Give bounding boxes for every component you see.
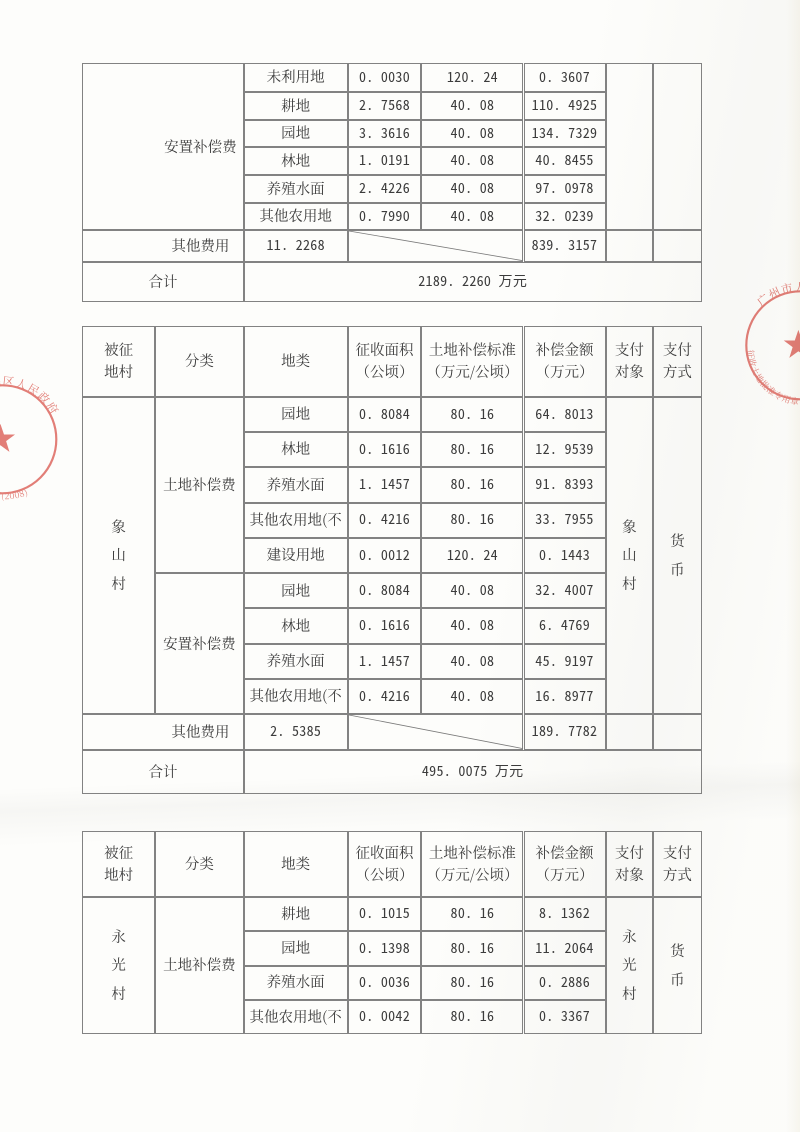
svg-text:广州市番禺区人民政府: 广州市番禺区人民政府 (0, 373, 63, 418)
svg-text:征收土地批准专用章(2008): 征收土地批准专用章(2008) (744, 349, 800, 408)
svg-text:广州市人民政府: 广州市人民政府 (753, 279, 800, 310)
svg-text:征收集体土地专用章(2008): 征收集体土地专用章(2008) (0, 443, 30, 502)
